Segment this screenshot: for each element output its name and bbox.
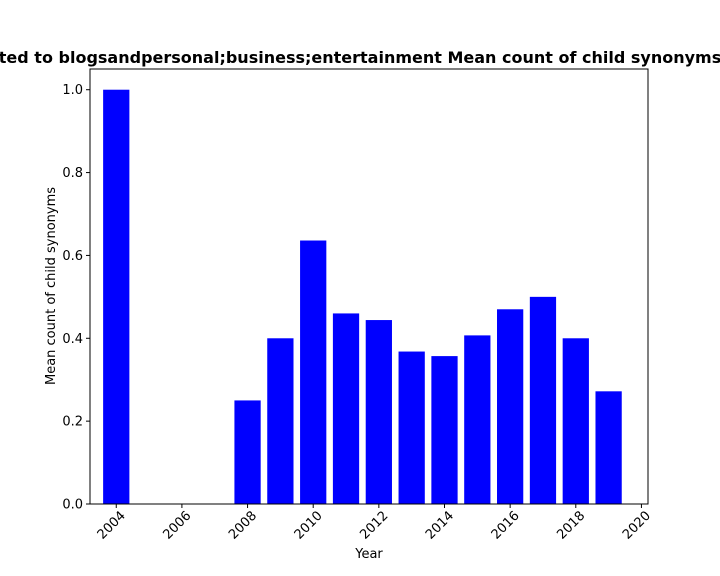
bar-2016: [497, 309, 524, 504]
x-tick-label: 2008: [226, 509, 260, 543]
bar-2011: [332, 313, 360, 504]
bar-2010: [300, 240, 327, 504]
x-tick-label: 2014: [423, 509, 457, 543]
x-tick-label: 2020: [620, 509, 654, 543]
x-tick-label: 2016: [489, 509, 523, 543]
y-axis-label: Mean count of child synonyms: [44, 187, 59, 385]
y-axis-ticks: 0.0 0.2 0.4 0.6 0.8 1.0: [62, 83, 90, 513]
bar-2004: [103, 89, 130, 504]
bar-2015: [464, 335, 491, 504]
x-tick-label: 2010: [292, 509, 326, 543]
x-tick-label: 2006: [160, 509, 194, 543]
plot-area-frame: [89, 68, 649, 505]
chart-title: ted to blogsandpersonal;business;enterta…: [0, 48, 720, 67]
y-tick-label: 0.6: [62, 249, 83, 264]
x-axis-ticks: 2004 2006 2008 2010 2012 2014 2016 2018 2020: [95, 504, 654, 543]
bar-2013: [398, 351, 425, 504]
x-tick-label: 2012: [357, 509, 391, 543]
bar-2019: [595, 391, 622, 504]
bar-2009: [267, 338, 294, 504]
y-tick-label: 0.8: [62, 166, 83, 181]
bar-2012: [365, 320, 392, 504]
x-tick-label: 2018: [554, 509, 588, 543]
bar-2014: [431, 356, 458, 504]
y-tick-label: 0.0: [62, 498, 83, 513]
bars-group: [103, 89, 622, 504]
x-axis-label: Year: [354, 547, 383, 562]
bar-2018: [562, 338, 589, 504]
x-tick-label: 2004: [95, 509, 129, 543]
bar-2008: [234, 400, 261, 504]
y-tick-label: 1.0: [62, 83, 83, 98]
bar-2017: [529, 296, 557, 504]
y-tick-label: 0.2: [62, 415, 83, 430]
y-tick-label: 0.4: [62, 332, 83, 347]
